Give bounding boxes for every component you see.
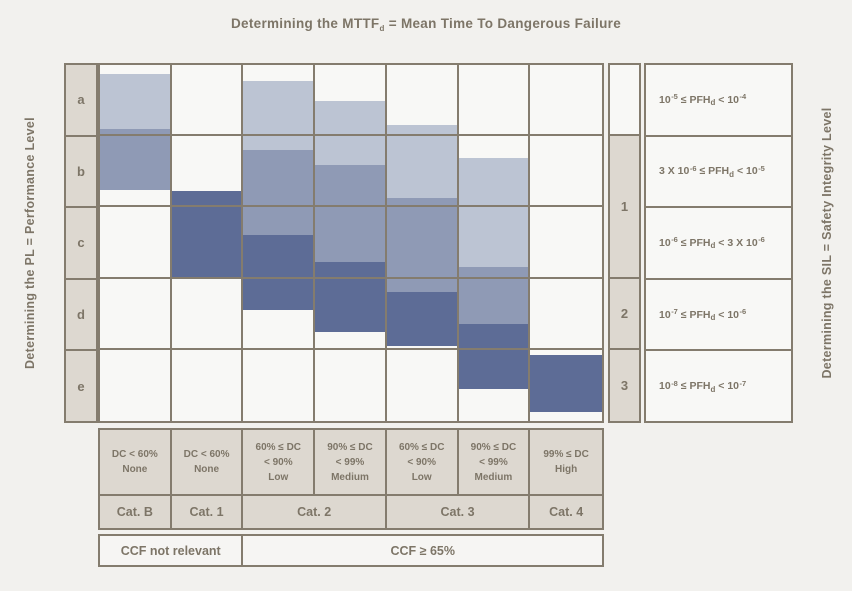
mttf-band-medium (100, 129, 172, 190)
mttf-band-light (243, 81, 316, 150)
mttf-band-medium (458, 267, 531, 324)
pl-row-label-c: c (66, 208, 96, 280)
grid-cell (171, 278, 244, 350)
right-axis-label: Determining the SIL = Safety Integrity L… (820, 107, 834, 379)
sil-cell-2: 2 (610, 278, 639, 350)
grid-cell (100, 65, 172, 137)
dc-cell: 60% ≤ DC < 90% Low (243, 430, 316, 494)
grid-cell (315, 136, 387, 208)
pl-row-label-e: e (66, 351, 96, 421)
grid-cell (530, 350, 602, 421)
grid-cell (315, 278, 387, 350)
mttf-band-dark (530, 355, 602, 412)
grid-cell (100, 136, 172, 208)
ccf-cell: CCF ≥ 65% (390, 543, 455, 558)
grid-cell (530, 207, 602, 279)
grid-cell (530, 136, 602, 208)
category-cell: Cat. 4 (549, 505, 584, 519)
grid-cell (530, 279, 602, 350)
grid-cell (243, 136, 316, 208)
mttf-band-dark (458, 324, 531, 389)
grid-cell (100, 207, 172, 279)
grid-cell (171, 207, 244, 279)
sil-cell-empty (610, 65, 639, 137)
ccf-row: CCF not relevant CCF ≥ 65% (98, 534, 604, 567)
mttf-band-medium (386, 198, 459, 292)
left-axis-label: Determining the PL = Performance Level (23, 117, 37, 369)
mttf-band-dark (386, 292, 459, 346)
dc-cell: 60% ≤ DC < 90% Low (387, 430, 459, 494)
dc-cell: DC < 60% None (100, 430, 172, 494)
pl-row-label-d: d (66, 279, 96, 352)
mttf-band-medium (315, 165, 387, 262)
category-cell: Cat. 2 (243, 496, 387, 528)
mttf-band-light (458, 158, 531, 267)
category-cell: Cat. 3 (387, 496, 531, 528)
grid-cell (315, 207, 387, 279)
diagram-title: Determining the MTTFd = Mean Time To Dan… (230, 16, 621, 33)
grid-cell (172, 349, 244, 421)
grid-cell (243, 65, 316, 137)
dc-cell: 90% ≤ DC < 99% Medium (315, 430, 387, 494)
sil-cell-3: 3 (610, 349, 639, 421)
ccf-cell: CCF not relevant (100, 536, 244, 565)
dc-cell: 90% ≤ DC < 99% Medium (459, 430, 531, 494)
grid-cell (243, 278, 316, 350)
grid-lines-layer (100, 65, 602, 421)
grid-cell (315, 349, 387, 421)
grid-cell (243, 207, 316, 279)
mttf-band-light (386, 125, 459, 198)
grid-cell (386, 207, 459, 279)
sil-cell-1: 1 (610, 136, 639, 279)
mttf-band-medium (243, 150, 316, 235)
mttf-band-light (315, 101, 387, 165)
category-cell: Cat. 1 (172, 496, 244, 528)
grid-cell (171, 136, 244, 208)
dc-cell: 99% ≤ DC High (543, 449, 589, 475)
grid-cell (458, 65, 531, 137)
pfh-range-row: 10-5 ≤ PFHd < 10-4 (646, 65, 791, 137)
grid-cell (530, 65, 602, 137)
pfh-range-row: 10-7 ≤ PFHd < 10-6 (646, 280, 791, 352)
mttf-grid (98, 63, 604, 423)
pfh-range-row: 10-6 ≤ PFHd < 3 X 10-6 (646, 208, 791, 280)
grid-cell (171, 65, 244, 137)
grid-cell (100, 278, 172, 350)
category-row: Cat. B Cat. 1 Cat. 2 Cat. 3 Cat. 4 (98, 494, 604, 530)
grid-cell (386, 136, 459, 208)
pfh-ranges-box: 10-5 ≤ PFHd < 10-4 3 X 10-6 ≤ PFHd < 10-5… (644, 63, 793, 423)
pl-row-label-a: a (66, 65, 96, 137)
grid-cell (315, 65, 387, 137)
grid-cell (458, 207, 531, 279)
pl-row-label-b: b (66, 136, 96, 209)
grid-cell (458, 278, 531, 350)
category-cell: Cat. B (100, 496, 172, 528)
pfh-range-row: 10-8 ≤ PFHd < 10-7 (659, 378, 747, 394)
dc-cell: DC < 60% None (172, 430, 244, 494)
pfh-range-row: 3 X 10-6 ≤ PFHd < 10-5 (646, 137, 791, 209)
dc-coverage-row: DC < 60% None DC < 60% None 60% ≤ DC < 90% Low… (98, 428, 604, 496)
grid-cell (386, 278, 459, 350)
grid-cell (387, 349, 459, 421)
mttf-band-dark (243, 235, 316, 310)
mttf-band-dark (315, 262, 387, 332)
mttf-bars-layer (100, 65, 602, 421)
grid-cell (459, 349, 531, 421)
grid-cell (243, 349, 316, 421)
grid-cell (458, 136, 531, 208)
grid-cell (386, 65, 459, 137)
grid-cell (100, 349, 172, 421)
mttf-band-light (100, 74, 172, 129)
